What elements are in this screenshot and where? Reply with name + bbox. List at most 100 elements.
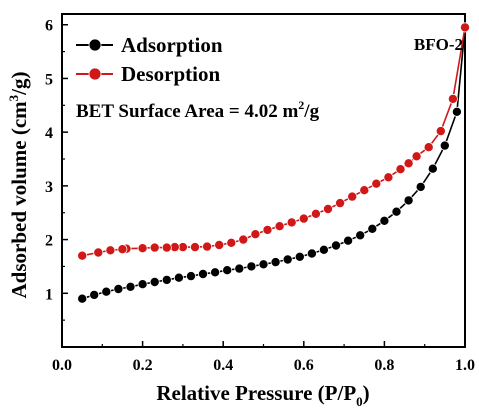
series-layer bbox=[77, 22, 470, 304]
data-point-adsorption bbox=[101, 286, 112, 297]
x-axis-label-prefix: Relative Pressure (P/P bbox=[156, 381, 356, 405]
bet-annotation-suffix: /g bbox=[303, 101, 319, 122]
data-point-desorption bbox=[238, 234, 249, 245]
data-point-desorption bbox=[298, 213, 309, 224]
y-tick-label: 3 bbox=[45, 179, 53, 196]
data-point-desorption bbox=[149, 242, 160, 253]
data-point-adsorption bbox=[355, 230, 366, 241]
y-tick-label: 1 bbox=[45, 286, 53, 303]
legend-item-adsorption: Adsorption bbox=[76, 33, 223, 57]
y-axis-label-sup: 3 bbox=[6, 94, 21, 101]
data-point-adsorption bbox=[330, 240, 341, 251]
data-point-desorption bbox=[371, 178, 382, 189]
data-point-adsorption bbox=[149, 276, 160, 287]
data-point-desorption bbox=[137, 243, 148, 254]
data-point-desorption bbox=[347, 191, 358, 202]
x-tick-label: 0.0 bbox=[52, 357, 72, 374]
x-tick-label: 0.4 bbox=[213, 357, 233, 374]
chart-title: BFO-2 bbox=[414, 35, 463, 54]
data-point-desorption bbox=[359, 185, 370, 196]
data-point-adsorption bbox=[403, 195, 414, 206]
x-tick-label: 0.8 bbox=[374, 357, 394, 374]
legend-label-adsorption: Adsorption bbox=[121, 33, 223, 57]
x-axis-label: Relative Pressure (P/P0) bbox=[156, 381, 369, 409]
data-point-desorption bbox=[214, 239, 225, 250]
data-point-desorption bbox=[383, 172, 394, 183]
data-point-desorption bbox=[403, 158, 414, 169]
data-point-desorption bbox=[286, 217, 297, 228]
data-point-desorption bbox=[226, 237, 237, 248]
x-tick-label: 0.2 bbox=[133, 357, 153, 374]
data-point-desorption bbox=[447, 93, 458, 104]
x-tick-label: 0.6 bbox=[294, 357, 314, 374]
data-point-adsorption bbox=[451, 106, 462, 117]
data-point-adsorption bbox=[210, 267, 221, 278]
data-point-adsorption bbox=[161, 274, 172, 285]
data-point-adsorption bbox=[77, 293, 88, 304]
data-point-adsorption bbox=[343, 235, 354, 246]
data-point-adsorption bbox=[125, 281, 136, 292]
axes: 0.0 0.2 0.4 0.6 0.8 1.0 1 2 3 4 5 6 bbox=[45, 18, 475, 374]
data-point-desorption bbox=[423, 142, 434, 153]
data-point-adsorption bbox=[258, 259, 269, 270]
data-point-desorption bbox=[274, 221, 285, 232]
data-point-adsorption bbox=[113, 283, 124, 294]
data-point-adsorption bbox=[318, 244, 329, 255]
series-desorption bbox=[77, 22, 470, 261]
bet-annotation-sup: 2 bbox=[298, 98, 304, 112]
legend-marker-adsorption bbox=[88, 38, 102, 52]
data-point-adsorption bbox=[379, 215, 390, 226]
data-point-desorption bbox=[250, 229, 261, 240]
data-point-adsorption bbox=[270, 257, 281, 268]
data-point-adsorption bbox=[391, 206, 402, 217]
data-point-desorption bbox=[459, 22, 470, 33]
data-point-adsorption bbox=[137, 279, 148, 290]
y-tick-label: 2 bbox=[45, 233, 53, 250]
legend: Adsorption Desorption bbox=[76, 33, 223, 86]
legend-item-desorption: Desorption bbox=[76, 62, 220, 86]
data-point-adsorption bbox=[173, 272, 184, 283]
data-point-desorption bbox=[310, 208, 321, 219]
data-point-adsorption bbox=[197, 268, 208, 279]
legend-marker-desorption bbox=[88, 67, 102, 81]
data-point-desorption bbox=[93, 247, 104, 258]
x-axis-label-suffix: ) bbox=[363, 381, 370, 405]
data-point-desorption bbox=[105, 245, 116, 256]
data-point-adsorption bbox=[427, 163, 438, 174]
series-adsorption bbox=[77, 22, 470, 304]
legend-label-desorption: Desorption bbox=[121, 62, 220, 86]
data-point-adsorption bbox=[367, 223, 378, 234]
data-point-adsorption bbox=[234, 263, 245, 274]
bet-annotation-prefix: BET Surface Area = 4.02 m bbox=[76, 101, 298, 122]
y-tick-label: 5 bbox=[45, 71, 53, 88]
data-point-desorption bbox=[189, 242, 200, 253]
bet-annotation: BET Surface Area = 4.02 m2/g bbox=[76, 98, 320, 122]
y-axis-label-suffix: /g) bbox=[7, 72, 31, 96]
x-tick-label: 1.0 bbox=[455, 357, 475, 374]
data-point-desorption bbox=[322, 203, 333, 214]
series-line-desorption bbox=[82, 27, 466, 257]
data-point-adsorption bbox=[294, 251, 305, 262]
y-tick-label: 6 bbox=[45, 18, 53, 35]
data-point-desorption bbox=[262, 224, 273, 235]
data-point-adsorption bbox=[439, 140, 450, 151]
data-point-desorption bbox=[395, 164, 406, 175]
data-point-desorption bbox=[411, 151, 422, 162]
data-point-desorption bbox=[161, 242, 172, 253]
data-point-desorption bbox=[335, 198, 346, 209]
data-point-adsorption bbox=[246, 261, 257, 272]
data-point-desorption bbox=[202, 241, 213, 252]
data-point-adsorption bbox=[185, 271, 196, 282]
data-point-adsorption bbox=[282, 254, 293, 265]
data-point-adsorption bbox=[89, 289, 100, 300]
data-point-desorption bbox=[117, 244, 128, 255]
data-point-desorption bbox=[77, 250, 88, 261]
y-axis-label-prefix: Adsorbed volume (cm bbox=[7, 101, 31, 299]
data-point-desorption bbox=[435, 126, 446, 137]
x-axis-label-sub: 0 bbox=[356, 394, 363, 409]
y-axis-label: Adsorbed volume (cm3/g) bbox=[6, 72, 31, 299]
data-point-adsorption bbox=[306, 248, 317, 259]
y-tick-label: 4 bbox=[45, 125, 53, 142]
data-point-adsorption bbox=[222, 265, 233, 276]
